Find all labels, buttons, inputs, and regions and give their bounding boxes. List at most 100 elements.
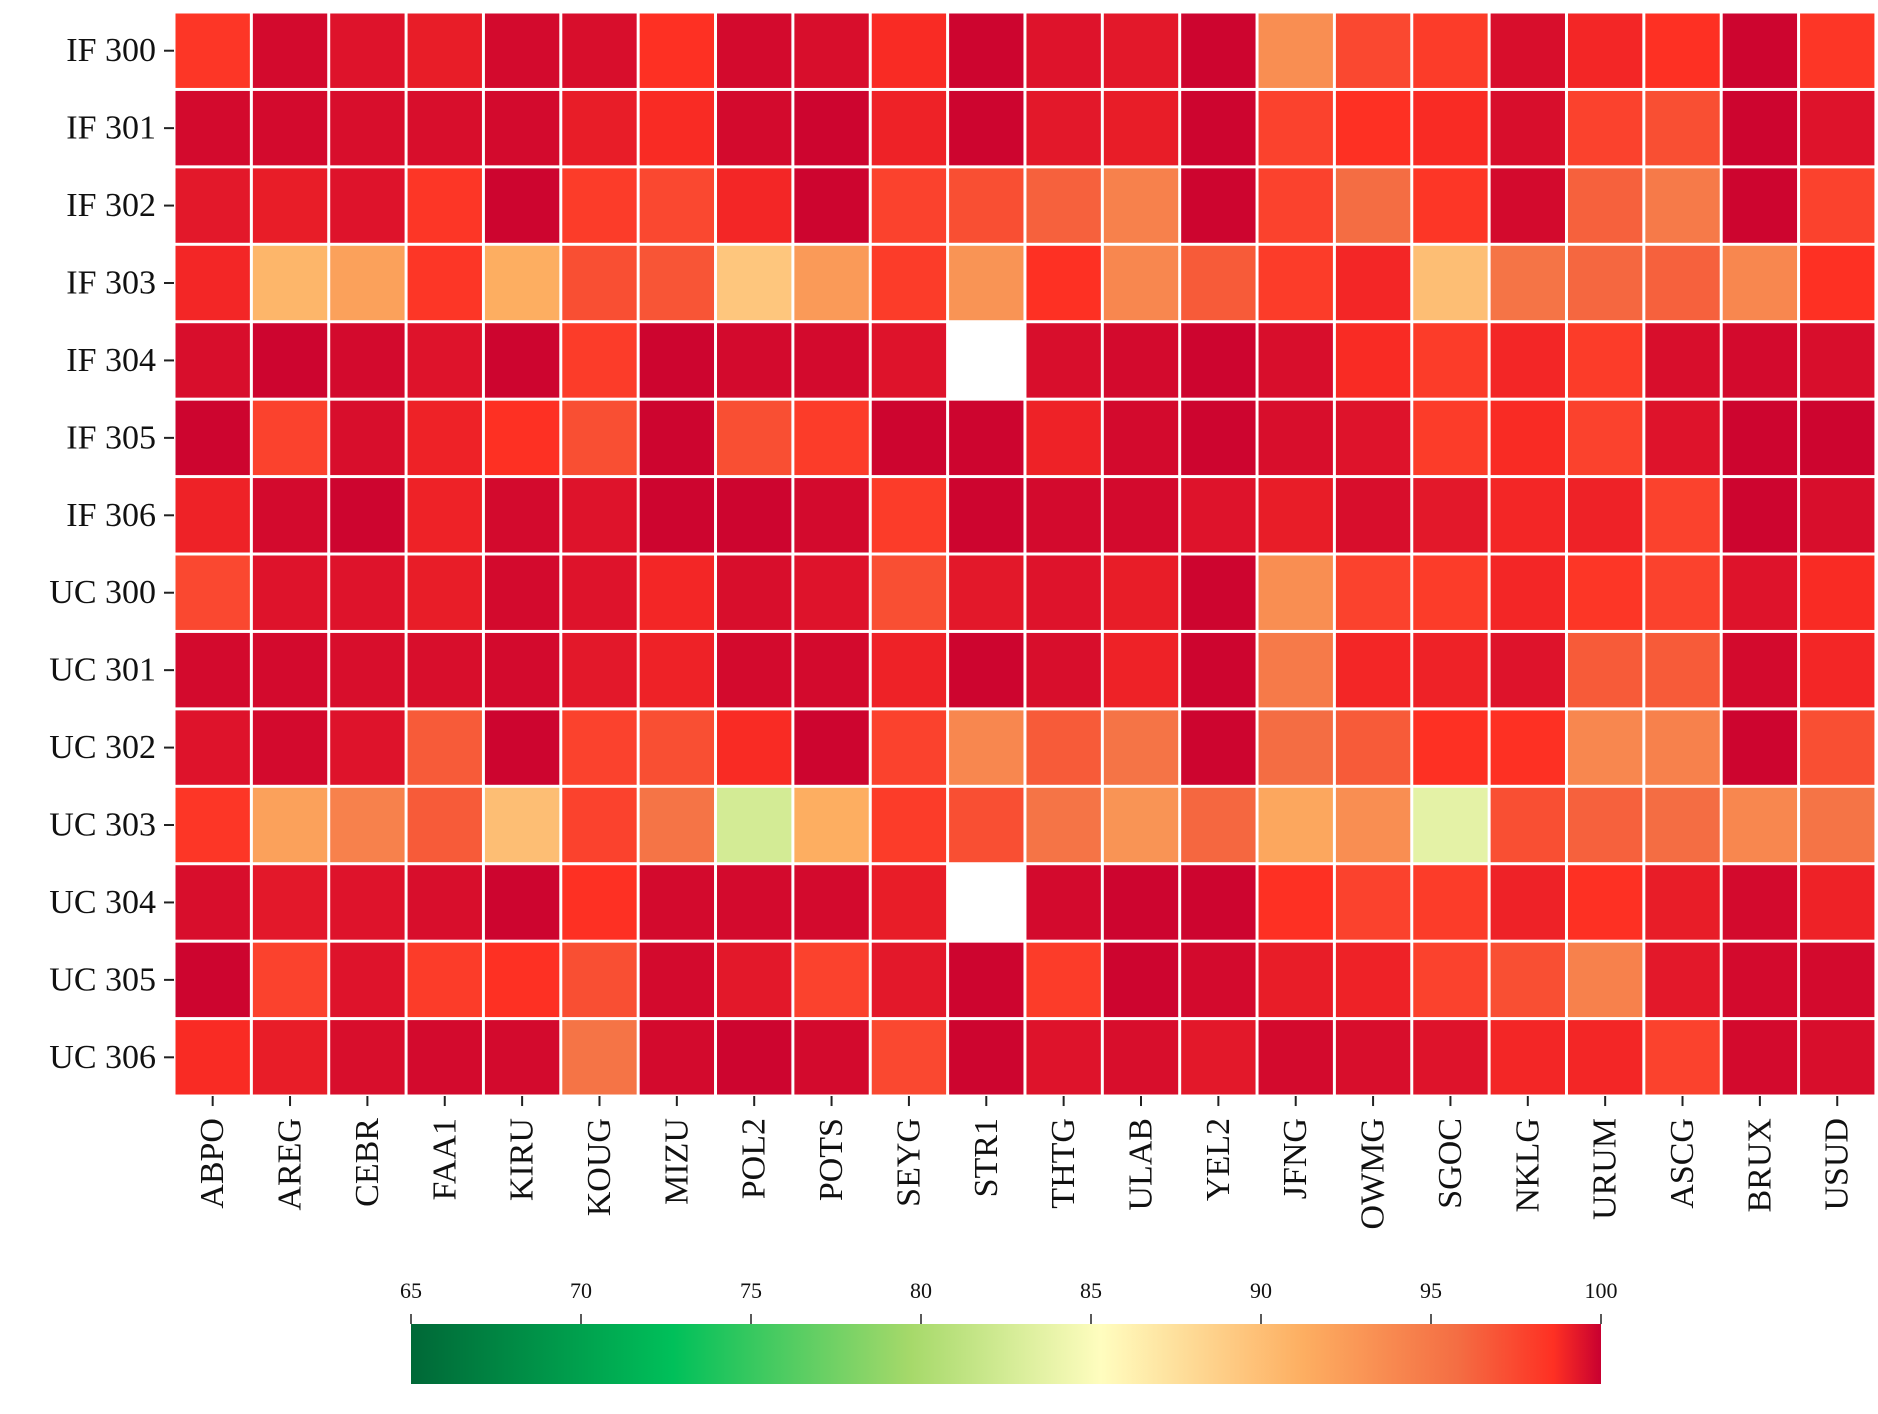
heatmap-cell	[1103, 787, 1179, 863]
heatmap-cell	[1181, 632, 1256, 708]
heatmap-cell	[1567, 323, 1643, 398]
heatmap-cell	[1258, 13, 1333, 88]
heatmap-cell	[1722, 942, 1798, 1018]
heatmap-cell	[1490, 555, 1565, 630]
heatmap-cell	[1567, 168, 1643, 243]
heatmap-cell	[407, 13, 482, 88]
heatmap-cell	[717, 1020, 792, 1095]
heatmap-cell	[1258, 245, 1333, 321]
heatmap-cell	[1800, 1020, 1875, 1095]
heatmap-cell	[1335, 400, 1411, 476]
heatmap-cell	[1258, 478, 1333, 553]
heatmap-cell	[1026, 942, 1101, 1018]
heatmap-cell	[484, 787, 560, 863]
heatmap-cell	[1413, 245, 1488, 321]
heatmap-cell	[1413, 632, 1488, 708]
heatmap-cell	[1567, 787, 1643, 863]
heatmap-cell	[330, 865, 405, 940]
heatmap-cell	[639, 865, 715, 940]
heatmap-cell	[484, 90, 560, 166]
column-label: OWMG	[1355, 1118, 1392, 1229]
heatmap-cell	[562, 865, 637, 940]
heatmap-cell	[794, 787, 869, 863]
heatmap-cell	[1722, 1020, 1798, 1095]
heatmap-cell	[1181, 245, 1256, 321]
heatmap-cell	[562, 710, 637, 785]
heatmap-cell	[562, 632, 637, 708]
heatmap-cell	[871, 90, 947, 166]
heatmap-cell	[1181, 942, 1256, 1018]
heatmap-cell	[871, 865, 947, 940]
heatmap-cell	[1800, 942, 1875, 1018]
colorbar-tick-label: 100	[1585, 1278, 1618, 1303]
heatmap-cell	[1103, 555, 1179, 630]
heatmap-cell	[484, 865, 560, 940]
heatmap-cell	[794, 632, 869, 708]
heatmap-cell	[794, 323, 869, 398]
heatmap-cell	[639, 555, 715, 630]
heatmap-cell	[1722, 787, 1798, 863]
heatmap-cell	[330, 168, 405, 243]
heatmap-cell	[1490, 632, 1565, 708]
heatmap-cell	[717, 323, 792, 398]
heatmap-cell	[1103, 632, 1179, 708]
row-label: IF 304	[66, 342, 156, 379]
heatmap-cell	[1567, 245, 1643, 321]
heatmap-cell	[1490, 787, 1565, 863]
heatmap-cell	[1026, 13, 1101, 88]
heatmap-cell	[1490, 478, 1565, 553]
heatmap-cell	[1181, 400, 1256, 476]
heatmap-cell	[1103, 168, 1179, 243]
heatmap-cell	[1103, 323, 1179, 398]
heatmap-cell	[330, 245, 405, 321]
heatmap-cell	[484, 13, 560, 88]
heatmap-cell	[1026, 168, 1101, 243]
heatmap-cell	[871, 942, 947, 1018]
heatmap-cell	[175, 245, 250, 321]
heatmap-cell	[175, 478, 250, 553]
heatmap-cell	[717, 787, 792, 863]
heatmap-cell	[562, 323, 637, 398]
heatmap-cell	[717, 710, 792, 785]
heatmap-cell	[1567, 1020, 1643, 1095]
heatmap-cell	[407, 90, 482, 166]
heatmap-cell	[562, 90, 637, 166]
colorbar-gradient	[411, 1324, 1601, 1384]
heatmap-cell	[1026, 632, 1101, 708]
heatmap-cell	[562, 245, 637, 321]
heatmap-cell	[1800, 478, 1875, 553]
heatmap-cell	[639, 478, 715, 553]
column-label: KOUG	[581, 1118, 618, 1216]
heatmap-cell	[1490, 13, 1565, 88]
heatmap-cell	[330, 710, 405, 785]
heatmap-cell	[1026, 865, 1101, 940]
heatmap-cell	[794, 1020, 869, 1095]
heatmap-cell	[1800, 13, 1875, 88]
heatmap-cell	[639, 787, 715, 863]
heatmap-cell	[175, 942, 250, 1018]
heatmap-cell	[484, 942, 560, 1018]
column-label: POTS	[813, 1118, 850, 1201]
heatmap-cell	[639, 168, 715, 243]
heatmap-cell	[1335, 478, 1411, 553]
heatmap-cell	[1722, 168, 1798, 243]
heatmap-cell	[717, 13, 792, 88]
heatmap-cell	[1181, 13, 1256, 88]
row-label: UC 300	[49, 574, 156, 611]
heatmap-cell	[1413, 555, 1488, 630]
heatmap-cell	[1722, 245, 1798, 321]
column-label: POL2	[736, 1118, 773, 1199]
heatmap-cell	[639, 90, 715, 166]
heatmap-cell	[639, 710, 715, 785]
heatmap-cell	[639, 323, 715, 398]
heatmap-cell	[407, 323, 482, 398]
heatmap-cell	[1645, 478, 1720, 553]
heatmap-cell	[562, 400, 637, 476]
heatmap-cell	[871, 323, 947, 398]
heatmap-cell	[1645, 555, 1720, 630]
heatmap-cell	[1413, 90, 1488, 166]
heatmap-cell	[639, 400, 715, 476]
heatmap-cell	[717, 555, 792, 630]
heatmap-cell	[1722, 555, 1798, 630]
heatmap-cell	[1026, 787, 1101, 863]
